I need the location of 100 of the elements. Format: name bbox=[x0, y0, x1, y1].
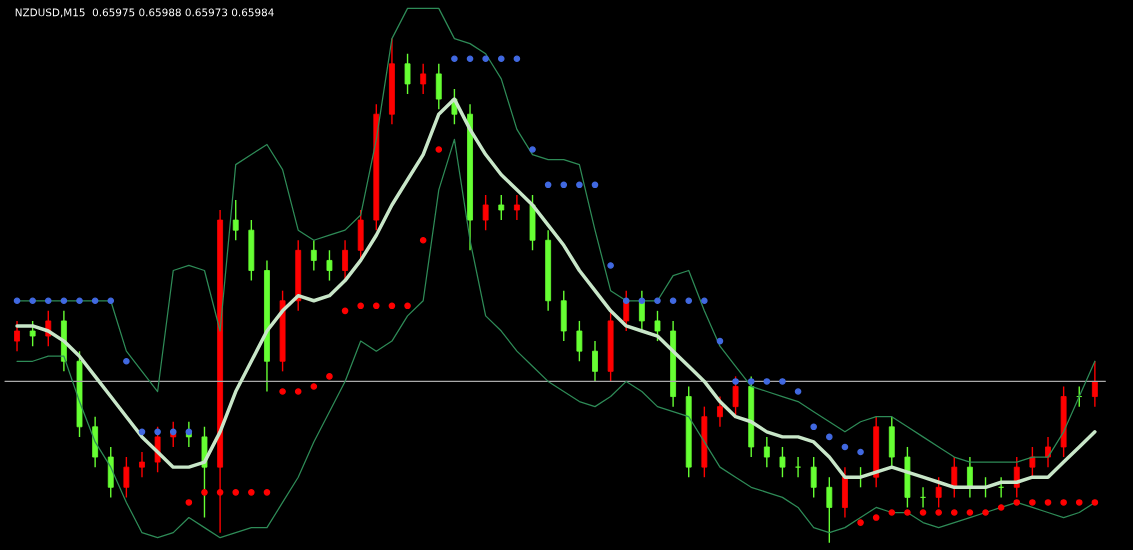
point bbox=[107, 297, 115, 305]
point bbox=[779, 378, 786, 385]
point bbox=[1044, 499, 1052, 506]
point bbox=[1091, 499, 1099, 506]
point bbox=[560, 181, 568, 189]
candlestick bbox=[951, 456, 958, 499]
point bbox=[544, 181, 552, 189]
candlestick bbox=[623, 289, 630, 332]
point bbox=[1029, 499, 1036, 506]
candlestick bbox=[139, 451, 145, 478]
candlestick bbox=[404, 53, 411, 95]
candlestick bbox=[717, 395, 723, 428]
point bbox=[451, 55, 458, 63]
candlestick bbox=[420, 63, 427, 95]
point bbox=[841, 443, 849, 451]
point bbox=[529, 146, 536, 153]
point bbox=[763, 378, 771, 385]
point bbox=[669, 297, 677, 305]
candlestick bbox=[29, 320, 36, 347]
candlestick bbox=[482, 194, 489, 231]
point bbox=[935, 509, 942, 516]
point bbox=[966, 509, 974, 516]
point bbox=[857, 519, 864, 526]
point bbox=[279, 388, 286, 395]
candlestick bbox=[576, 320, 583, 362]
point bbox=[654, 297, 661, 305]
point bbox=[576, 181, 583, 189]
point bbox=[716, 337, 724, 345]
chart-title: NZDUSD,M15 0.65975 0.65988 0.65973 0.65984 bbox=[15, 8, 274, 18]
point bbox=[950, 509, 958, 516]
point bbox=[857, 448, 864, 456]
candlestick bbox=[1091, 360, 1098, 408]
point bbox=[826, 433, 833, 441]
point bbox=[497, 55, 505, 63]
point bbox=[419, 236, 427, 244]
candlestick bbox=[14, 320, 20, 352]
point bbox=[622, 297, 630, 305]
candlestick bbox=[1029, 446, 1036, 478]
point bbox=[607, 262, 614, 269]
candlestick bbox=[966, 456, 973, 499]
point bbox=[732, 378, 739, 385]
point bbox=[466, 55, 474, 63]
point bbox=[294, 388, 302, 395]
point bbox=[794, 388, 802, 395]
point bbox=[29, 297, 36, 305]
point bbox=[1013, 499, 1021, 506]
point bbox=[904, 509, 911, 516]
point bbox=[747, 378, 755, 385]
point bbox=[13, 297, 21, 305]
point bbox=[482, 55, 489, 63]
candlestick bbox=[498, 194, 505, 221]
point bbox=[701, 297, 708, 305]
point bbox=[185, 499, 193, 506]
candlestick bbox=[1045, 436, 1051, 468]
candlestick bbox=[592, 340, 598, 383]
point bbox=[91, 297, 99, 305]
candlestick bbox=[779, 446, 786, 478]
candlestick bbox=[513, 194, 520, 221]
point bbox=[310, 383, 318, 390]
point bbox=[248, 489, 255, 496]
candlestick bbox=[935, 476, 942, 509]
point bbox=[435, 146, 443, 153]
point bbox=[263, 489, 271, 496]
point bbox=[201, 489, 208, 496]
point bbox=[373, 302, 380, 310]
point bbox=[357, 302, 364, 310]
point bbox=[216, 489, 224, 496]
candlestick bbox=[638, 289, 645, 332]
point bbox=[76, 297, 83, 305]
point bbox=[60, 297, 68, 305]
point bbox=[341, 307, 349, 315]
point bbox=[888, 509, 896, 516]
candlestick bbox=[326, 249, 333, 282]
point bbox=[997, 504, 1005, 511]
candlestick bbox=[763, 436, 770, 468]
point bbox=[1075, 499, 1083, 506]
point bbox=[982, 509, 989, 516]
point bbox=[685, 297, 693, 305]
point bbox=[919, 509, 927, 516]
point bbox=[1060, 499, 1067, 506]
point bbox=[638, 297, 646, 305]
point bbox=[513, 55, 521, 63]
point bbox=[232, 489, 240, 496]
point bbox=[404, 302, 411, 310]
candlestick bbox=[654, 310, 661, 342]
point bbox=[810, 423, 817, 431]
candlestick bbox=[810, 456, 817, 499]
candlestick bbox=[123, 456, 130, 499]
point bbox=[591, 181, 599, 189]
point bbox=[44, 297, 52, 305]
point bbox=[138, 428, 146, 436]
point bbox=[123, 357, 130, 365]
candlestick bbox=[232, 199, 239, 241]
point bbox=[388, 302, 396, 310]
point bbox=[154, 428, 161, 436]
candlestick bbox=[795, 456, 801, 478]
candlestick bbox=[826, 476, 833, 544]
point bbox=[872, 514, 880, 521]
point bbox=[326, 373, 333, 380]
candlestick bbox=[310, 239, 317, 272]
